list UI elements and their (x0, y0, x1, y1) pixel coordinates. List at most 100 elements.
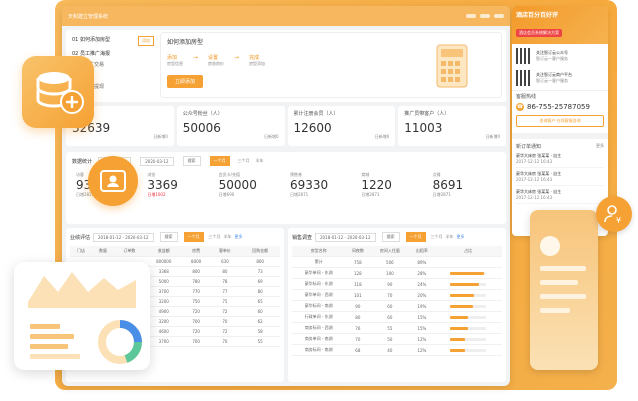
table-cell: 60 (370, 311, 410, 323)
table-cell: 65 (240, 296, 280, 307)
hotline-number: 86-755-25787059 (527, 103, 590, 111)
table-cell: 750 (182, 296, 210, 307)
date-to-input[interactable]: 2020-03-12 (140, 156, 174, 166)
table-row[interactable]: 豪华单间 - 西湖 101 70 20% (292, 289, 502, 301)
table-cell: 630 (209, 256, 241, 267)
table-cell: 28% (409, 267, 435, 279)
sales-tab-one-month[interactable]: 一个月 (405, 232, 426, 242)
performance-header: 业绩评估 2018-01-12 - 2020-03-12 搜索 一个月 三个月 … (70, 232, 243, 242)
table-cell: 80 (240, 286, 280, 297)
perf-tab-one-month[interactable]: 一个月 (183, 232, 204, 242)
promo-banner[interactable]: 酒店百分百好评 酒店会员系统解决方案 (512, 6, 608, 44)
table-cell: 55 (240, 336, 280, 347)
guide-menu-item-3[interactable]: 推广交易 (84, 62, 105, 68)
perf-col-header: 数量 (91, 246, 114, 257)
table-cell: 720 (182, 306, 210, 317)
hotline-section: 客服热线 ☎ 86-755-25787059 咨询客户 在线客服咨询 (512, 90, 608, 129)
chart-illustration (14, 262, 150, 370)
table-row[interactable]: 商务单间 - 南湖 70 50 12% (292, 333, 502, 345)
perf-search-button[interactable]: 搜索 (159, 232, 178, 242)
table-cell: 19% (409, 300, 435, 312)
share-bar-cell (434, 278, 502, 290)
table-row[interactable]: 商务标间 - 西湖 76 55 15% (292, 322, 502, 334)
tab-half-year[interactable]: 半年 (255, 158, 264, 163)
table-cell: 商务标间 - 南湖 (292, 344, 346, 356)
table-cell: 累计 (292, 256, 346, 268)
share-bar (450, 272, 484, 275)
list-item[interactable]: 豪华大床房 张某某 · 自主 2017-12-12 16:43 (516, 186, 604, 204)
table-row[interactable]: 豪华标间 - 南湖 90 60 19% (292, 300, 502, 312)
perf-date-range[interactable]: 2018-01-12 - 2020-03-12 (93, 232, 154, 242)
table-cell: 758 (345, 256, 371, 268)
table-row[interactable]: 商务标间 - 南湖 68 40 12% (292, 344, 502, 356)
perf-tab-three-months[interactable]: 三个月 (208, 234, 221, 239)
sales-more-link[interactable]: 更多 (456, 234, 465, 239)
stat-promoters: 推广员带客户（人） 11003 日新增0 (398, 106, 506, 146)
share-bar (450, 327, 469, 330)
table-row[interactable]: 豪华标间 - 东湖 118 90 24% (292, 278, 502, 290)
table-cell: 77 (209, 286, 241, 297)
news-time: 2017-12-12 16:43 (516, 159, 553, 164)
stats-row: 会员（人） 32639 日新增0 公众号粉丝（人） 50006 日新增0 累计注… (66, 106, 506, 146)
guide-menu-badge: 添加 (138, 36, 154, 46)
right-sidebar: 酒店百分百好评 酒店会员系统解决方案 关注智订云公众号 智订云一客户服务 关注智订… (512, 6, 608, 236)
guide-title: 如何添加房型 (167, 39, 204, 46)
news-text: 豪华大床房 张某某 · 自主 (516, 189, 562, 194)
qr-section: 关注智订云公众号 智订云一客户服务 关注智订云商户平台 智订云一客户服务 (512, 44, 608, 90)
news-more-link[interactable]: 更多 (596, 143, 604, 148)
news-time: 2017-12-12 16:43 (516, 195, 553, 200)
avatar-icon (540, 236, 560, 256)
table-cell: 55 (370, 322, 410, 334)
sales-search-button[interactable]: 搜索 (381, 232, 400, 242)
user-payment-icon: ¥ (596, 196, 632, 232)
data-cell-cards: 会员卡/充值 50000 日增690 (218, 172, 257, 197)
table-row[interactable]: 豪华单间 - 东湖 128 100 28% (292, 267, 502, 279)
table-cell: 15% (409, 311, 435, 323)
table-cell: 800000 (144, 256, 183, 267)
sales-col-header: 房间入住量 (370, 246, 410, 257)
guide-menu-item-1[interactable]: 01 如何添加房型 添加 (72, 34, 156, 48)
search-button[interactable]: 搜索 (182, 156, 201, 166)
sales-header: 销售调查 2018-01-12 - 2020-03-12 搜索 一个月 三个月 … (292, 232, 465, 242)
share-bar-track (450, 305, 487, 308)
hotline-row: ☎ 86-755-25787059 (516, 103, 604, 111)
qr-item-2: 关注智订云商户平台 智订云一客户服务 (516, 70, 604, 86)
perf-tab-half-year[interactable]: 半年 (223, 234, 232, 239)
table-cell: 15% (409, 322, 435, 334)
database-add-icon (22, 56, 94, 128)
table-cell: 50 (370, 333, 410, 345)
list-item[interactable]: 豪华大床房 张某某 · 自主 2017-12-12 16:43 (516, 150, 604, 168)
sales-table: 房型名称 间夜数 房间入住量 出租率 占比 累计 758 506 89% 豪华单间 - 东湖 12… (292, 246, 502, 356)
window-controls (466, 14, 504, 18)
sales-tab-three-months[interactable]: 三个月 (430, 234, 443, 239)
tab-one-month[interactable]: 一个月 (209, 156, 230, 166)
share-bar-cell (434, 289, 502, 301)
table-row[interactable]: 行政单间 - 东湖 80 60 15% (292, 311, 502, 323)
table-cell: 128 (345, 267, 371, 279)
share-bar-cell (434, 322, 502, 334)
table-row[interactable]: 累计 758 506 89% (292, 256, 502, 268)
table-cell: 12% (409, 333, 435, 345)
sales-col-header: 出租率 (409, 246, 435, 257)
data-stats-header: 数据统计 2018-01-12 2020-03-12 搜索 一个月 三个月 半年 (72, 156, 264, 166)
guide-menu-item-2[interactable]: 02 员工推广海报 (72, 51, 110, 57)
sales-date-range[interactable]: 2018-01-12 - 2020-03-12 (315, 232, 376, 242)
guide-card: 01 如何添加房型 添加 02 员工推广海报 推广交易 提现 佣金提现 如何添加… (66, 30, 506, 102)
table-cell: 780 (182, 276, 210, 287)
table-cell: 70 (370, 289, 410, 301)
news-time: 2017-12-12 16:43 (516, 177, 553, 182)
perf-col-header: 房费 (182, 246, 210, 257)
table-cell: 70 (209, 316, 241, 327)
data-cell-presale: 预售券 69330 日增2871 (289, 172, 329, 197)
sales-tab-half-year[interactable]: 半年 (445, 234, 454, 239)
table-cell: 75 (209, 296, 241, 307)
calculator-illustration-icon (436, 44, 468, 88)
guide-menu-item-5[interactable]: 佣金提现 (84, 84, 105, 90)
add-room-type-button[interactable]: 立即添加 (167, 75, 204, 88)
list-item[interactable]: 豪华大床房 张某某 · 自主 2017-12-12 16:43 (516, 168, 604, 186)
perf-more-link[interactable]: 更多 (234, 234, 243, 239)
table-cell: 4600 (144, 326, 183, 337)
consult-button[interactable]: 咨询客户 在线客服咨询 (516, 115, 604, 127)
tab-three-months[interactable]: 三个月 (237, 158, 250, 163)
data-stats-card: 数据统计 2018-01-12 2020-03-12 搜索 一个月 三个月 半年… (66, 152, 506, 224)
